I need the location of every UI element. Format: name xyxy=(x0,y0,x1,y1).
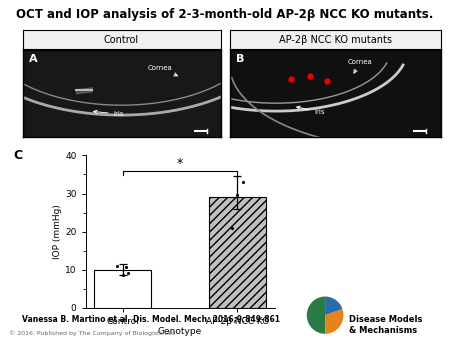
Text: AP-2β NCC KO mutants: AP-2β NCC KO mutants xyxy=(279,35,392,45)
Text: OCT and IOP analysis of 2-3-month-old AP-2β NCC KO mutants.: OCT and IOP analysis of 2-3-month-old AP… xyxy=(16,8,434,21)
Text: C: C xyxy=(14,149,23,162)
Bar xyxy=(94,270,151,308)
Text: Control: Control xyxy=(104,35,139,45)
X-axis label: Genotype: Genotype xyxy=(158,327,202,336)
Wedge shape xyxy=(325,296,342,315)
Text: B: B xyxy=(236,54,244,64)
Text: Vanessa B. Martino et al. Dis. Model. Mech. 2016;9:849-861: Vanessa B. Martino et al. Dis. Model. Me… xyxy=(22,314,280,323)
Text: *: * xyxy=(177,156,183,170)
Text: © 2016. Published by The Company of Biologists Ltd: © 2016. Published by The Company of Biol… xyxy=(9,331,175,336)
Wedge shape xyxy=(307,296,325,334)
Text: Iris: Iris xyxy=(297,106,324,115)
Y-axis label: IOP (mmHg): IOP (mmHg) xyxy=(53,204,62,259)
Text: Cornea: Cornea xyxy=(147,65,177,76)
Text: A: A xyxy=(28,54,37,64)
Text: Cornea: Cornea xyxy=(348,58,373,73)
Wedge shape xyxy=(325,309,343,334)
Bar xyxy=(209,197,266,308)
Text: Iris: Iris xyxy=(94,110,124,117)
Text: Disease Models
& Mechanisms: Disease Models & Mechanisms xyxy=(349,315,422,335)
